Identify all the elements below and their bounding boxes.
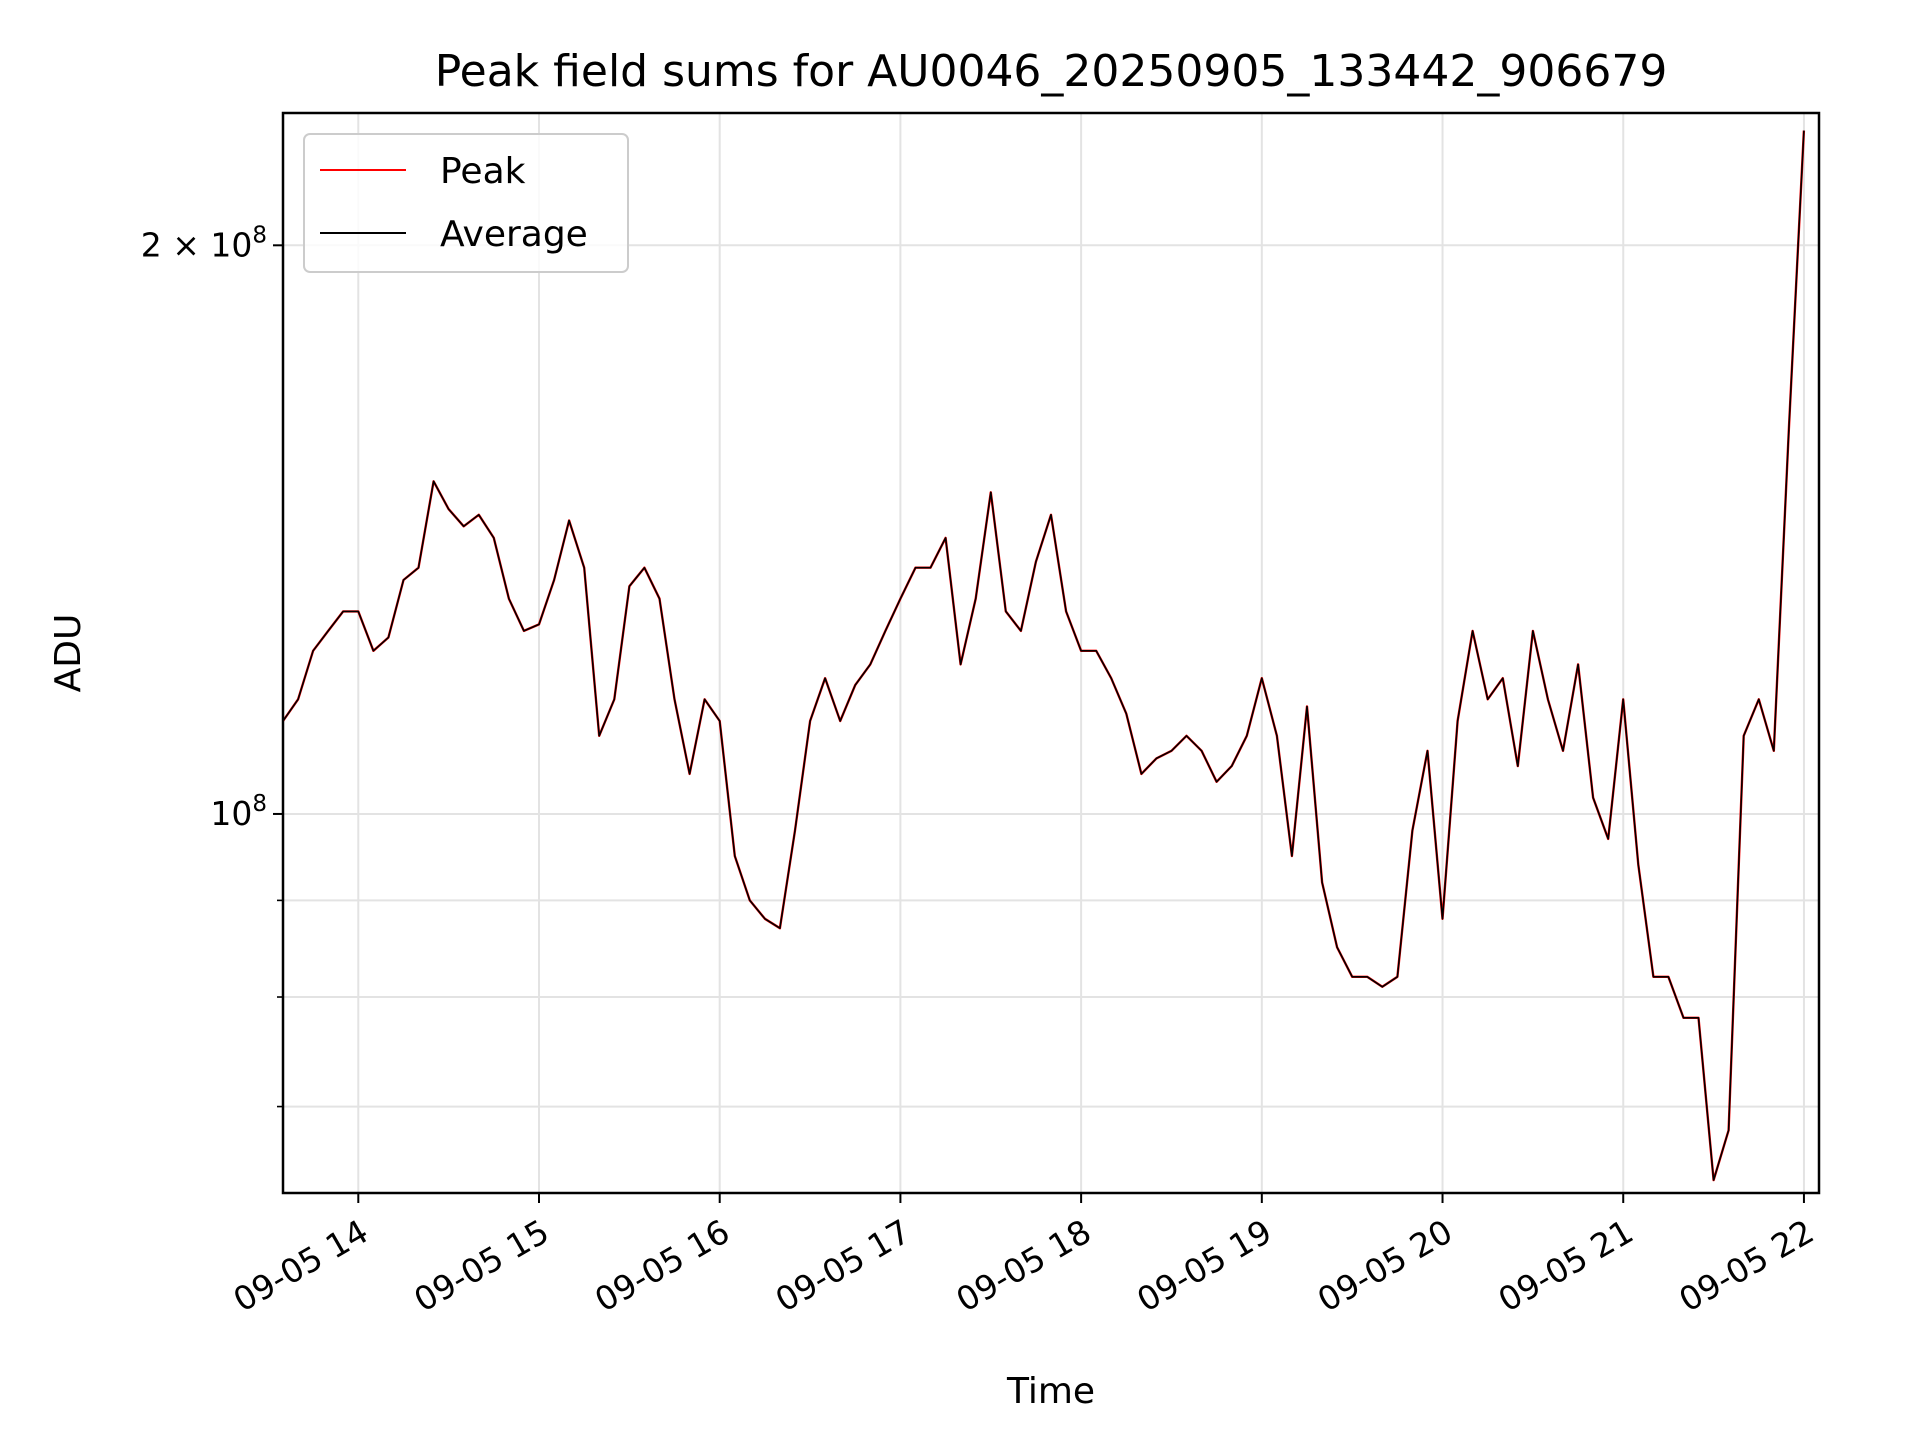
plot-frame [281,111,1821,1195]
y-tick-label: 2 × 108 [141,222,267,264]
x-axis-label: Time [1006,1371,1095,1412]
legend-label-peak: Peak [440,151,526,192]
series-line-average [282,130,1805,1181]
y-axis-label: ADU [48,614,89,693]
legend-box [303,133,629,273]
y-tick-label: 108 [210,791,267,833]
x-tick-label: 09-05 22 [1672,1212,1820,1320]
x-tick-label: 09-05 18 [950,1212,1098,1320]
x-tick-label: 09-05 14 [227,1212,375,1320]
x-tick-label: 09-05 21 [1492,1212,1640,1320]
x-tick-label: 09-05 17 [769,1212,917,1320]
x-tick-label: 09-05 20 [1311,1212,1459,1320]
legend-label-average: Average [440,214,588,255]
series-lines [282,130,1806,1182]
axis-ticks: 09-05 14 09-05 15 09-05 16 09-05 17 09-05 18… [141,222,1821,1319]
legend: Peak Average [303,133,629,273]
x-tick-label: 09-05 16 [588,1212,736,1320]
grid [283,113,1819,1193]
chart-title: Peak field sums for AU0046_20250905_1334… [435,46,1668,97]
x-tick-label: 09-05 19 [1130,1212,1278,1320]
series-line-peak [282,130,1806,1182]
x-tick-label: 09-05 15 [407,1212,555,1320]
